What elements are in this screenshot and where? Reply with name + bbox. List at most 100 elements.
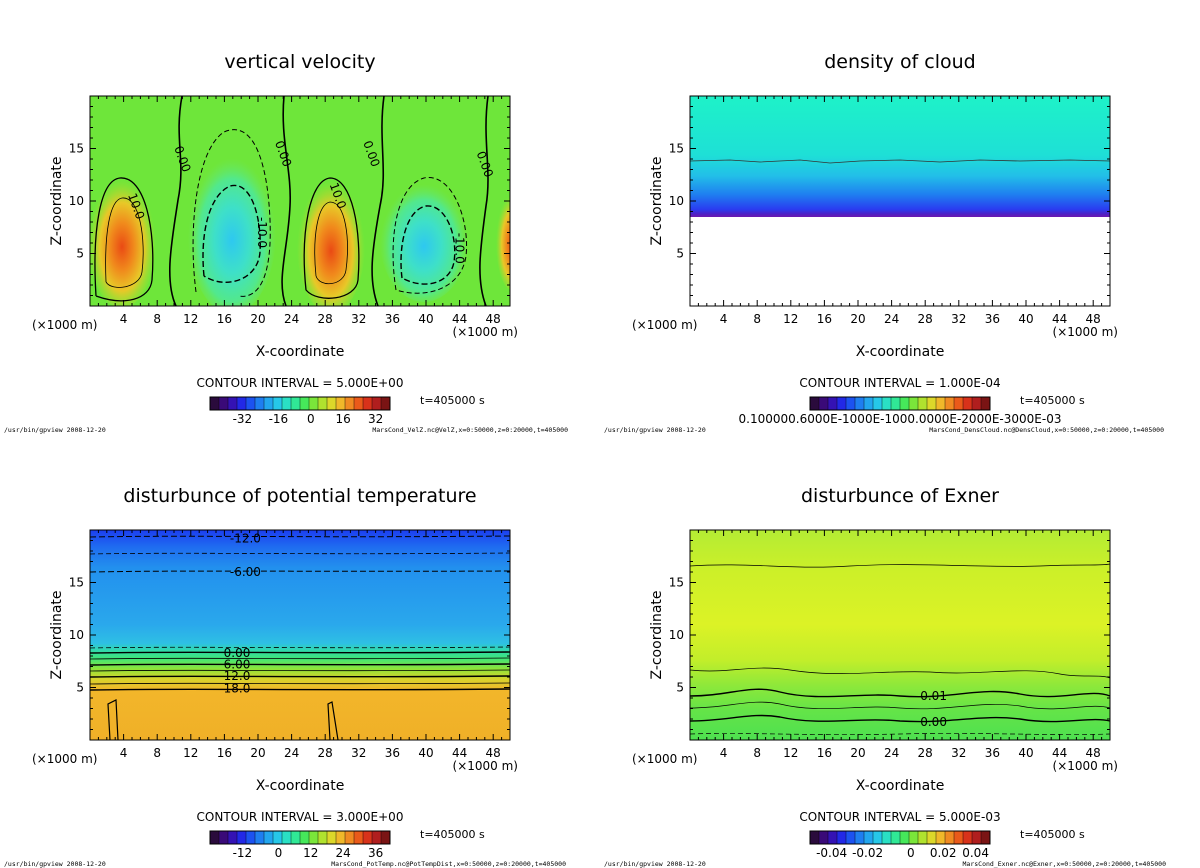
x-axis-label: X-coordinate: [856, 778, 945, 794]
contour-label: -6.00: [230, 565, 261, 579]
colorbar-swatch: [282, 397, 292, 410]
footer-left: /usr/bin/gpview 2008-12-20: [604, 860, 706, 868]
footer-right: MarsCond_VelZ.nc@VelZ,x=0:50000,z=0:2000…: [372, 426, 568, 434]
colorbar-swatch: [900, 831, 910, 844]
contour-interval: CONTOUR INTERVAL = 5.000E+00: [197, 376, 404, 390]
colorbar-swatch: [873, 831, 883, 844]
y-tick-label: 10: [69, 628, 84, 642]
colorbar-swatch: [336, 831, 346, 844]
panel-potential-temperature: disturbunce of potential temperature -12…: [0, 434, 600, 868]
colorbar-swatch: [264, 831, 274, 844]
colorbar-swatch: [918, 831, 928, 844]
x-unit-right: (×1000 m): [1053, 759, 1118, 773]
colorbar-swatch: [264, 397, 274, 410]
colorbar: -12 0 12 24 36: [209, 830, 391, 860]
x-tick-label: 40: [1018, 746, 1033, 760]
colorbar-swatch: [891, 397, 901, 410]
colorbar-swatch: [291, 397, 301, 410]
x-tick-label: 24: [284, 746, 299, 760]
colorbar-swatch: [909, 397, 919, 410]
x-tick-label: 8: [753, 746, 761, 760]
y-tick-label: 15: [69, 576, 84, 590]
colorbar-swatch: [282, 831, 292, 844]
colorbar-swatch: [372, 397, 382, 410]
colorbar-swatch: [273, 831, 283, 844]
y-tick-label: 5: [76, 681, 84, 695]
chart-title: density of cloud: [824, 51, 976, 73]
time-label: t=405000 s: [1020, 828, 1085, 841]
colorbar-swatch: [336, 397, 346, 410]
x-tick-label: 16: [217, 746, 232, 760]
contour-label: -12.0: [230, 531, 261, 545]
x-tick-label: 36: [985, 312, 1000, 326]
x-axis-label: X-coordinate: [856, 344, 945, 360]
colorbar-swatch: [363, 397, 373, 410]
colorbar-swatch: [864, 397, 874, 410]
panel-density-of-cloud: density of cloud 4 8 12 16 20 24 28 32 36 40 44 48 5…: [600, 0, 1200, 434]
chart-title: disturbunce of Exner: [801, 485, 999, 507]
x-tick-label: 32: [951, 746, 966, 760]
colorbar-swatch: [210, 397, 220, 410]
colorbar-swatch: [246, 831, 256, 844]
x-tick-label: 44: [1052, 312, 1067, 326]
x-tick-label: 40: [1018, 312, 1033, 326]
plot-area: [90, 530, 510, 740]
y-tick-label: 5: [676, 247, 684, 261]
footer-left: /usr/bin/gpview 2008-12-20: [604, 426, 706, 434]
colorbar-tick-label: 0: [907, 846, 915, 860]
x-tick-label: 12: [183, 746, 198, 760]
x-tick-label: 44: [452, 312, 467, 326]
x-axis-label: X-coordinate: [256, 778, 345, 794]
chart-vertical-velocity: vertical velocity 10.00.00 0.0010.0-10.00…: [4, 51, 568, 434]
x-tick-label: 44: [452, 746, 467, 760]
colorbar-tick-label: -0.02: [852, 846, 883, 860]
colorbar-swatch: [972, 397, 982, 410]
x-tick-label: 20: [850, 312, 865, 326]
x-tick-label: 20: [250, 312, 265, 326]
colorbar-swatch: [963, 831, 973, 844]
x-unit-right: (×1000 m): [453, 325, 518, 339]
chart-title: disturbunce of potential temperature: [123, 485, 476, 507]
chart-title: vertical velocity: [224, 51, 375, 73]
colorbar-tick-label: 36: [368, 846, 383, 860]
x-tick-label: 40: [418, 312, 433, 326]
colorbar-swatch: [873, 397, 883, 410]
colorbar-swatch: [318, 397, 328, 410]
colorbar-swatch: [972, 831, 982, 844]
x-tick-label: 24: [884, 312, 899, 326]
x-tick-label: 12: [783, 312, 798, 326]
colorbar-swatch: [273, 397, 283, 410]
x-tick-label: 40: [418, 746, 433, 760]
contour-label: 6.00: [224, 657, 251, 671]
x-tick-label: 28: [318, 312, 333, 326]
colorbar-swatch: [846, 831, 856, 844]
contour-interval: CONTOUR INTERVAL = 3.000E+00: [197, 810, 404, 824]
colorbar-tick-label: 0: [307, 412, 315, 426]
colorbar-swatch: [900, 397, 910, 410]
colorbar-swatch: [855, 831, 865, 844]
colorbar-swatch: [963, 397, 973, 410]
x-tick-label: 24: [884, 746, 899, 760]
x-tick-label: 32: [951, 312, 966, 326]
colorbar-swatch: [345, 397, 355, 410]
colorbar-swatch: [945, 397, 955, 410]
colorbar-swatch: [309, 397, 319, 410]
colorbar: -0.04 -0.02 0 0.02 0.04: [809, 830, 991, 860]
colorbar-tick-label: 16: [336, 412, 351, 426]
colorbar-swatch: [255, 397, 265, 410]
colorbar-swatch: [837, 397, 847, 410]
colorbar-swatch: [309, 831, 319, 844]
colorbar-tick-label: -32: [233, 412, 253, 426]
x-tick-label: 20: [250, 746, 265, 760]
footer-left: /usr/bin/gpview 2008-12-20: [4, 426, 106, 434]
x-unit-right: (×1000 m): [453, 759, 518, 773]
colorbar-swatch: [819, 831, 829, 844]
contour-label: 12.0: [224, 669, 251, 683]
time-label: t=405000 s: [420, 828, 485, 841]
x-tick-label: 12: [183, 312, 198, 326]
colorbar-swatch: [237, 397, 247, 410]
y-tick-label: 5: [676, 681, 684, 695]
contour-label: -10.0: [255, 217, 269, 248]
